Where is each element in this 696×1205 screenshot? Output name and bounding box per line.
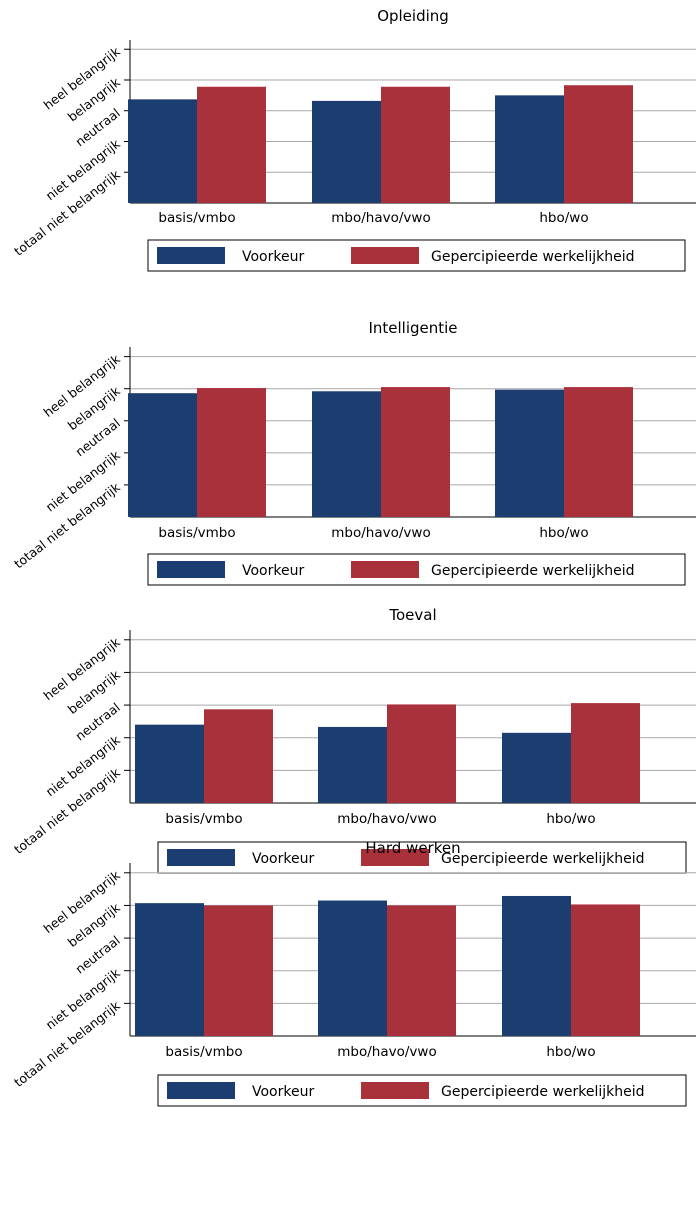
legend-swatch: [167, 849, 235, 866]
x-tick-label: mbo/havo/vwo: [337, 1044, 436, 1060]
bar-werkelijkheid: [387, 905, 456, 1036]
bar-voorkeur: [135, 724, 204, 803]
legend-label: Gepercipieerde werkelijkheid: [441, 1084, 645, 1100]
bar-werkelijkheid: [387, 704, 456, 803]
bar-voorkeur: [128, 393, 197, 517]
bar-werkelijkheid: [197, 388, 266, 517]
legend-swatch: [351, 247, 419, 264]
legend-label: Voorkeur: [242, 563, 304, 579]
bar-werkelijkheid: [571, 703, 640, 803]
x-tick-label: mbo/havo/vwo: [337, 811, 436, 827]
bar-voorkeur: [128, 99, 197, 203]
chart-title: Intelligentie: [368, 319, 457, 337]
legend-swatch: [351, 561, 419, 578]
legend-label: Gepercipieerde werkelijkheid: [431, 563, 635, 579]
legend-label: Voorkeur: [242, 249, 304, 265]
legend-swatch: [157, 247, 225, 264]
x-tick-label: basis/vmbo: [165, 811, 242, 827]
legend-swatch: [167, 1082, 235, 1099]
legend-label: Gepercipieerde werkelijkheid: [431, 249, 635, 265]
bar-werkelijkheid: [197, 86, 266, 203]
x-tick-label: basis/vmbo: [158, 525, 235, 541]
bar-voorkeur: [318, 726, 387, 803]
x-tick-label: basis/vmbo: [165, 1044, 242, 1060]
bar-werkelijkheid: [204, 709, 273, 803]
chart-title: Toeval: [388, 606, 436, 624]
legend-swatch: [361, 849, 429, 866]
bar-werkelijkheid: [381, 387, 450, 517]
chart-title: Opleiding: [377, 7, 449, 25]
x-tick-label: hbo/wo: [539, 210, 588, 226]
x-tick-label: hbo/wo: [546, 811, 595, 827]
chart-title: Hard werken: [365, 839, 460, 857]
bar-voorkeur: [502, 895, 571, 1036]
x-tick-label: mbo/havo/vwo: [331, 210, 430, 226]
bar-werkelijkheid: [381, 86, 450, 203]
x-tick-label: basis/vmbo: [158, 210, 235, 226]
bar-werkelijkheid: [571, 904, 640, 1036]
legend-swatch: [361, 1082, 429, 1099]
bar-voorkeur: [312, 391, 381, 517]
bar-voorkeur: [495, 95, 564, 203]
legend-label: Voorkeur: [252, 1084, 314, 1100]
x-tick-label: hbo/wo: [539, 525, 588, 541]
bar-voorkeur: [312, 100, 381, 203]
bar-voorkeur: [135, 903, 204, 1036]
bar-voorkeur: [318, 900, 387, 1036]
bar-werkelijkheid: [204, 905, 273, 1036]
legend-label: Gepercipieerde werkelijkheid: [441, 851, 645, 867]
bar-voorkeur: [495, 389, 564, 517]
bar-werkelijkheid: [564, 387, 633, 517]
x-tick-label: hbo/wo: [546, 1044, 595, 1060]
legend-swatch: [157, 561, 225, 578]
legend-label: Voorkeur: [252, 851, 314, 867]
x-tick-label: mbo/havo/vwo: [331, 525, 430, 541]
bar-werkelijkheid: [564, 85, 633, 203]
bar-voorkeur: [502, 732, 571, 803]
